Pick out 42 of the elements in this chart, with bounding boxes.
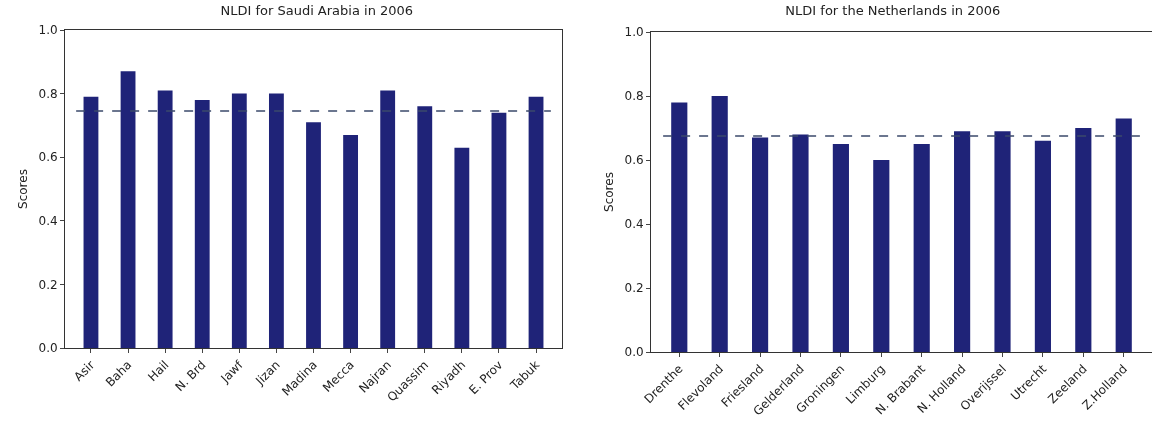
bar: [83, 96, 99, 348]
bar: [994, 131, 1011, 352]
bar: [306, 122, 321, 348]
y-tick-label: 0.0: [624, 345, 644, 360]
chart-title: NLDI for Saudi Arabia in 2006: [220, 3, 414, 19]
bar: [120, 71, 136, 348]
y-tick-label: 0.6: [624, 153, 644, 168]
y-axis-title: Scores: [601, 172, 616, 212]
bar: [671, 102, 688, 352]
bar: [1034, 140, 1051, 352]
y-tick-label: 0.0: [38, 341, 58, 356]
y-axis-title: Scores: [15, 169, 30, 209]
bar: [752, 137, 769, 352]
bar: [380, 90, 396, 348]
bar: [1115, 118, 1132, 352]
bar: [491, 112, 507, 348]
y-tick-label: 0.8: [38, 86, 58, 101]
y-tick-label: 0.2: [38, 277, 58, 292]
bar: [832, 144, 849, 352]
bar: [792, 134, 809, 352]
y-tick-label: 0.4: [38, 214, 58, 228]
bar: [528, 96, 544, 348]
bar: [194, 99, 210, 348]
y-tick-label: 0.6: [38, 150, 58, 165]
bar: [913, 144, 930, 352]
y-tick-label: 0.8: [624, 89, 644, 104]
bar: [157, 90, 173, 348]
bar: [954, 131, 971, 352]
chart-title: NLDI for the Netherlands in 2006: [785, 3, 1001, 19]
bar: [417, 106, 433, 348]
y-tick-label: 0.2: [624, 281, 644, 296]
x-tick-label: N. Brd: [172, 357, 209, 395]
bar: [454, 147, 470, 348]
y-tick-label: 1.0: [624, 25, 644, 40]
bar: [231, 93, 247, 348]
bar: [873, 160, 890, 352]
bar: [343, 134, 359, 348]
bar: [711, 96, 728, 352]
y-tick-label: 1.0: [38, 23, 58, 38]
bar: [1075, 128, 1092, 352]
y-tick-label: 0.4: [624, 217, 644, 232]
bar: [268, 93, 284, 348]
